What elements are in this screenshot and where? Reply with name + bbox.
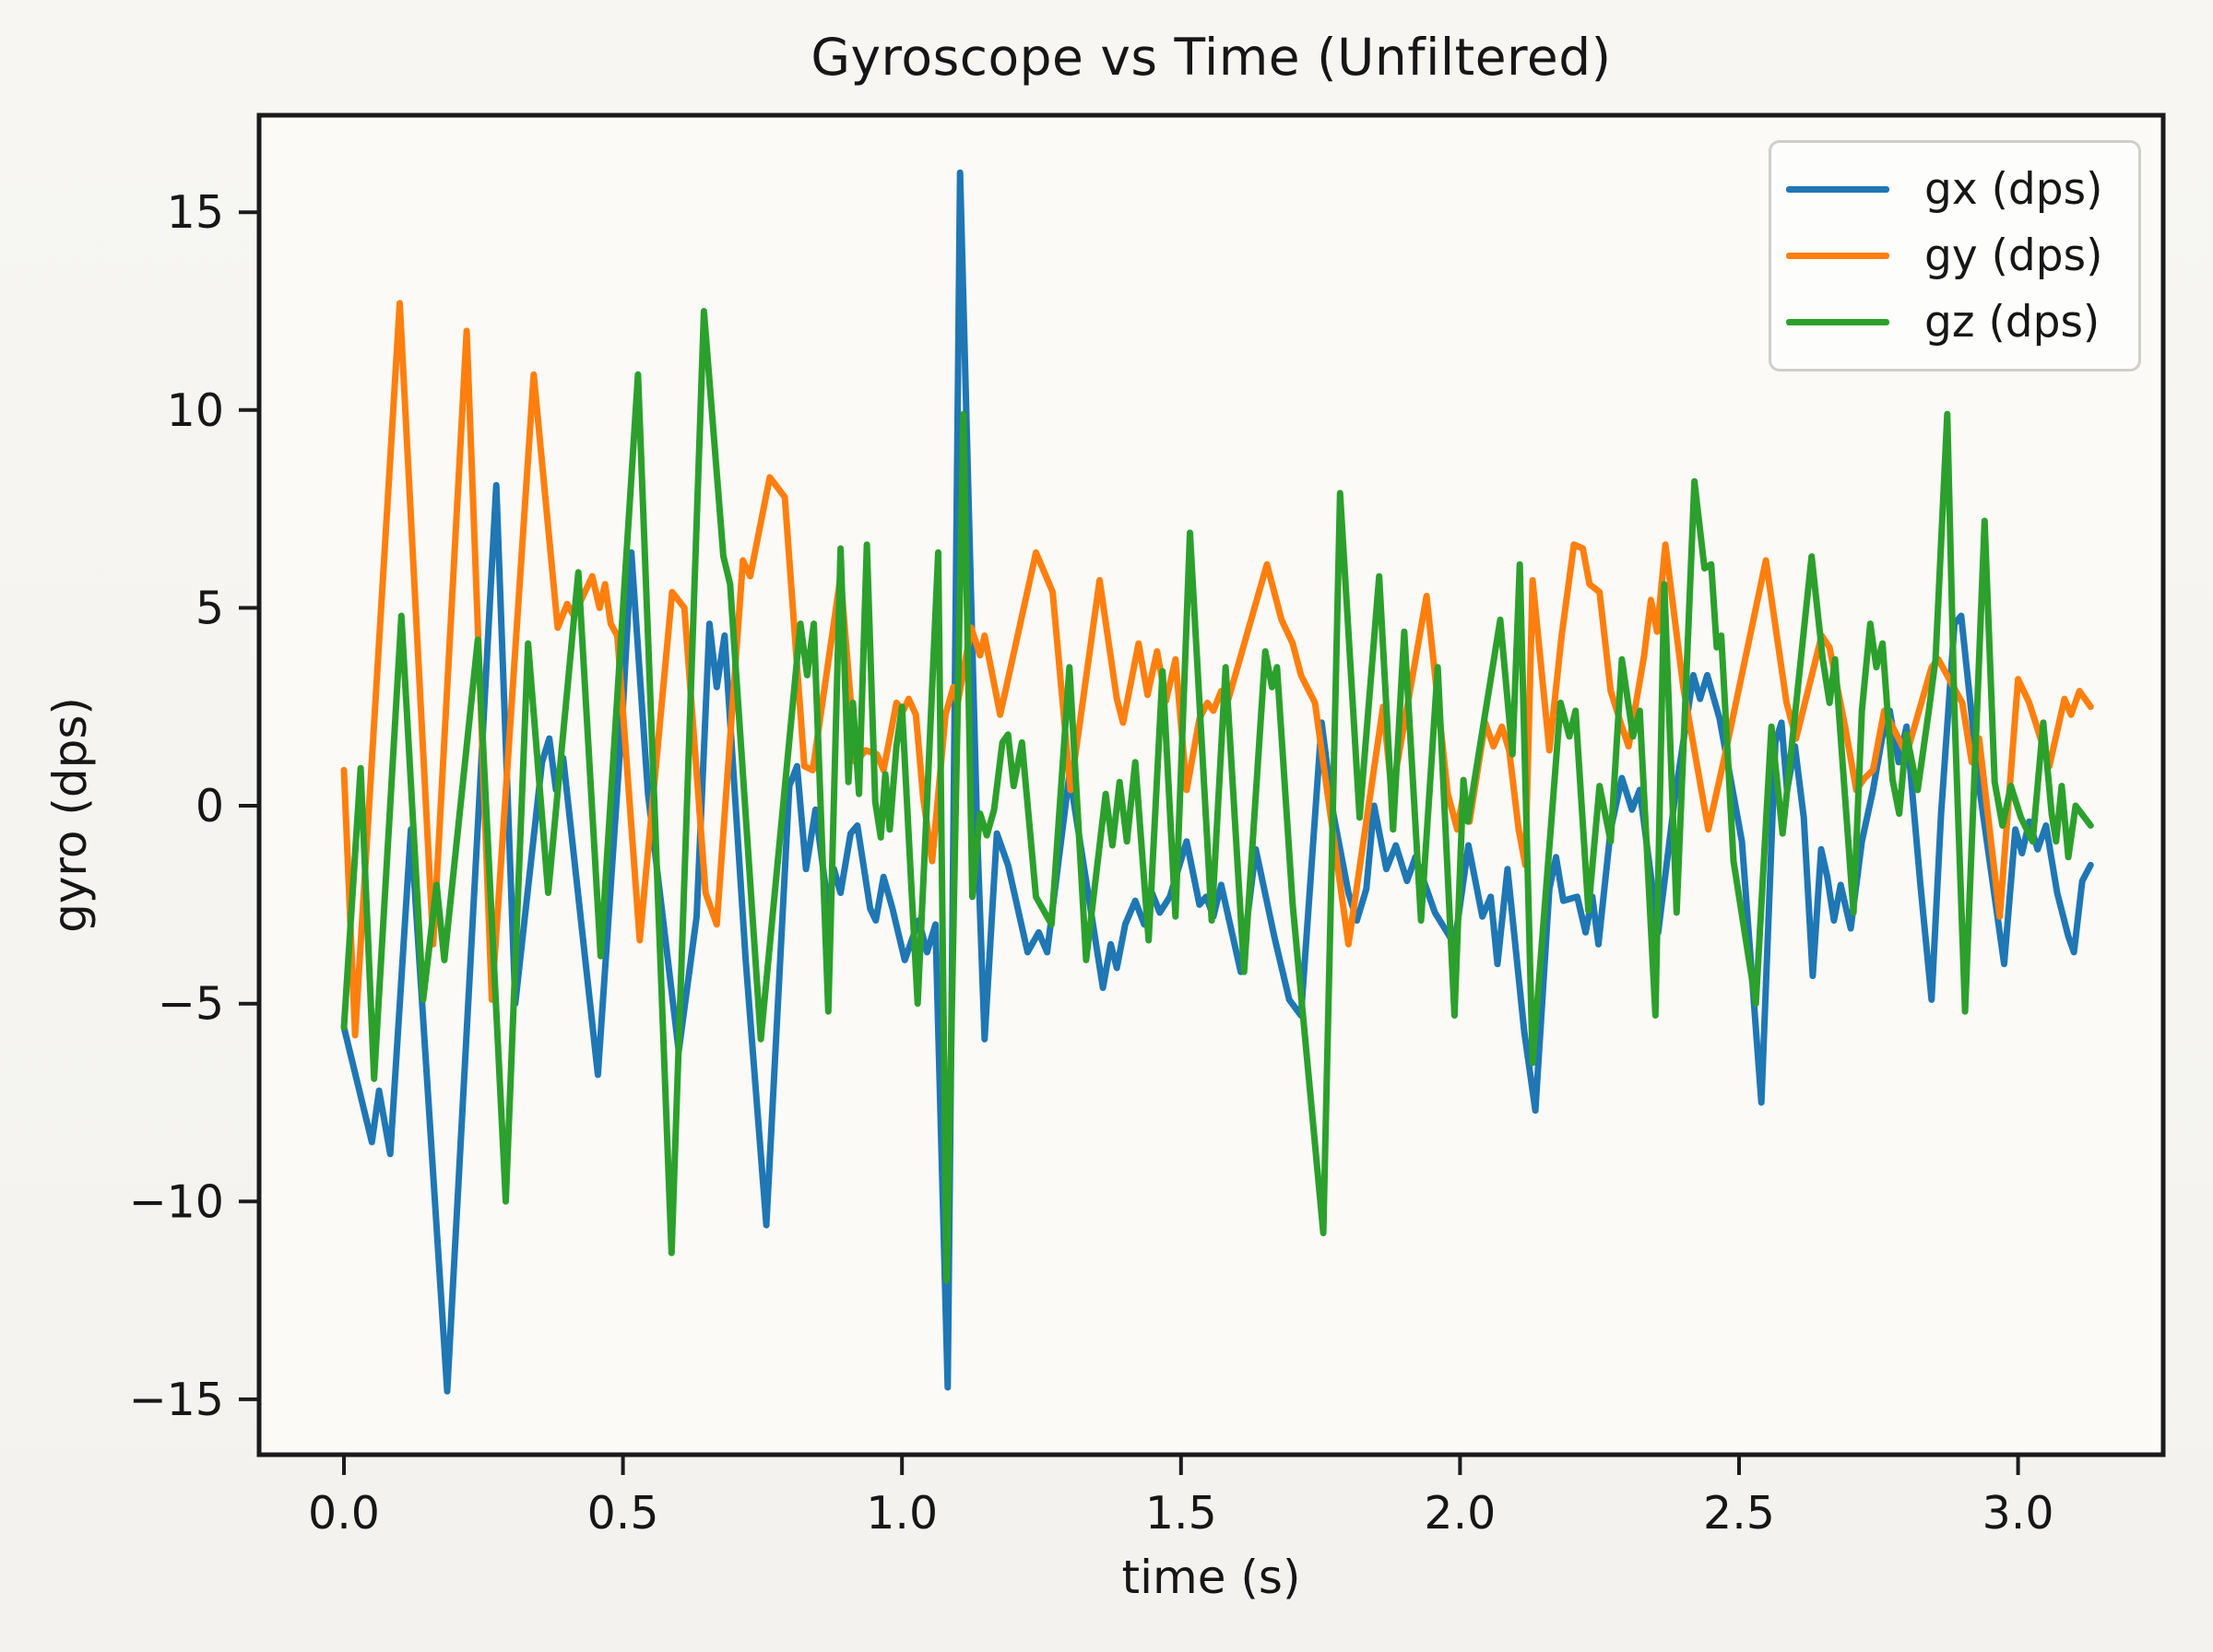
x-tick-label-1.5: 1.5 <box>1145 1487 1217 1540</box>
legend-item-gy: gy (dps) <box>1786 230 2129 281</box>
legend-label-gy: gy (dps) <box>1924 230 2103 281</box>
series-line-gy <box>340 300 2094 1039</box>
axes-frame <box>256 112 2166 1457</box>
x-tick-label-2.5: 2.5 <box>1703 1487 1775 1540</box>
legend: gx (dps) gy (dps) gz (dps) <box>1769 140 2141 372</box>
x-tick-label-3.0: 3.0 <box>1982 1487 2054 1540</box>
legend-swatch-gy <box>1786 253 1889 259</box>
y-tick-label-5: 5 <box>195 582 224 634</box>
x-tick-label-0.0: 0.0 <box>308 1487 380 1540</box>
y-tick-label-−10: −10 <box>129 1175 224 1228</box>
y-axis-label: gyro (dps) <box>43 697 97 933</box>
legend-item-gz: gz (dps) <box>1786 297 2129 348</box>
y-tick-label-−15: −15 <box>129 1374 224 1426</box>
legend-swatch-gx <box>1786 186 1889 193</box>
x-tick-label-0.5: 0.5 <box>587 1487 659 1540</box>
legend-item-gx: gx (dps) <box>1786 164 2129 215</box>
x-tick-label-2.0: 2.0 <box>1424 1487 1496 1540</box>
y-tick-label-−5: −5 <box>158 978 224 1031</box>
series-line-gz <box>340 308 2094 1284</box>
y-tick-label-0: 0 <box>195 780 224 832</box>
legend-swatch-gz <box>1786 319 1889 325</box>
x-axis-label: time (s) <box>1121 1551 1301 1604</box>
x-tick-label-1.0: 1.0 <box>866 1487 938 1540</box>
y-tick-label-15: 15 <box>167 186 224 239</box>
legend-label-gx: gx (dps) <box>1924 164 2103 215</box>
chart-title: Gyroscope vs Time (Unfiltered) <box>811 28 1612 87</box>
legend-label-gz: gz (dps) <box>1924 297 2101 348</box>
y-tick-label-10: 10 <box>167 384 224 437</box>
